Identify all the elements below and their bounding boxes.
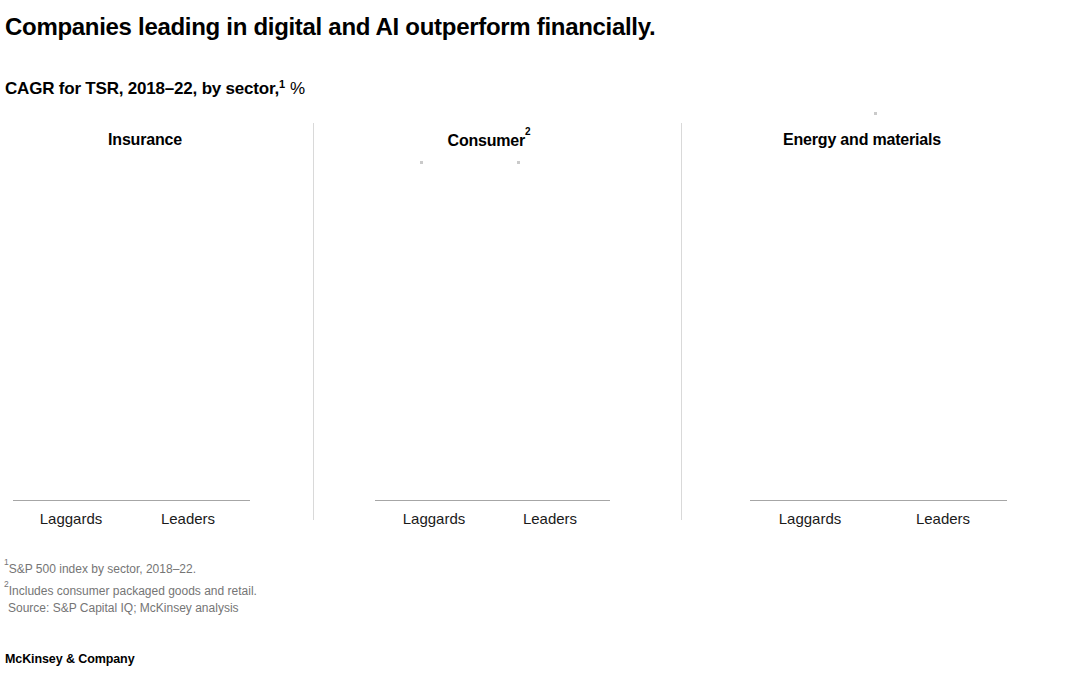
- footnote-text: Includes consumer packaged goods and ret…: [9, 584, 257, 598]
- axis-baseline: [13, 500, 250, 501]
- panel-title-superscript: 2: [525, 126, 530, 137]
- chart-subtitle-text: CAGR for TSR, 2018–22, by sector,: [5, 79, 279, 98]
- brand-wordmark: McKinsey & Company: [5, 652, 134, 666]
- chart-subtitle-unit: %: [290, 79, 305, 98]
- footnotes: 1S&P 500 index by sector, 2018–22. 2Incl…: [4, 557, 257, 618]
- faint-artifact-dot: [517, 161, 520, 164]
- category-label-laggards: Laggards: [403, 510, 466, 527]
- footnote-superscript: 1: [4, 557, 9, 567]
- panel-title-text: Insurance: [108, 131, 182, 148]
- footnote-text: S&P 500 index by sector, 2018–22.: [9, 562, 196, 576]
- panel-title-energy-materials: Energy and materials: [783, 131, 941, 149]
- footnote-1: 1S&P 500 index by sector, 2018–22.: [4, 557, 257, 579]
- panel-title-insurance: Insurance: [108, 131, 182, 149]
- faint-artifact-dot: [874, 112, 877, 115]
- panel-title-text: Energy and materials: [783, 131, 941, 148]
- category-label-leaders: Leaders: [161, 510, 215, 527]
- axis-baseline: [375, 500, 610, 501]
- panel-divider-1: [313, 123, 314, 520]
- panel-divider-2: [681, 123, 682, 520]
- chart-subtitle: CAGR for TSR, 2018–22, by sector,1%: [5, 79, 305, 99]
- page-title: Companies leading in digital and AI outp…: [5, 13, 655, 41]
- panel-title-consumer: Consumer2: [448, 131, 531, 150]
- category-label-leaders: Leaders: [916, 510, 970, 527]
- panel-title-text: Consumer: [448, 132, 526, 149]
- chart-subtitle-superscript: 1: [279, 78, 285, 90]
- source-line: Source: S&P Capital IQ; McKinsey analysi…: [4, 600, 257, 618]
- source-text: Source: S&P Capital IQ; McKinsey analysi…: [8, 601, 239, 615]
- footnote-superscript: 2: [4, 579, 9, 589]
- category-label-leaders: Leaders: [523, 510, 577, 527]
- footnote-2: 2Includes consumer packaged goods and re…: [4, 579, 257, 601]
- faint-artifact-dot: [420, 161, 423, 164]
- axis-baseline: [750, 500, 1007, 501]
- category-label-laggards: Laggards: [779, 510, 842, 527]
- category-label-laggards: Laggards: [40, 510, 103, 527]
